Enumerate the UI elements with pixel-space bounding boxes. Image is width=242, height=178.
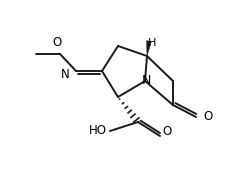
Text: O: O (162, 125, 171, 138)
Text: HO: HO (89, 124, 107, 137)
Polygon shape (146, 41, 151, 56)
Text: N: N (61, 67, 70, 80)
Text: N: N (141, 74, 151, 87)
Text: H: H (148, 38, 156, 48)
Text: O: O (203, 111, 212, 124)
Text: O: O (52, 36, 62, 49)
